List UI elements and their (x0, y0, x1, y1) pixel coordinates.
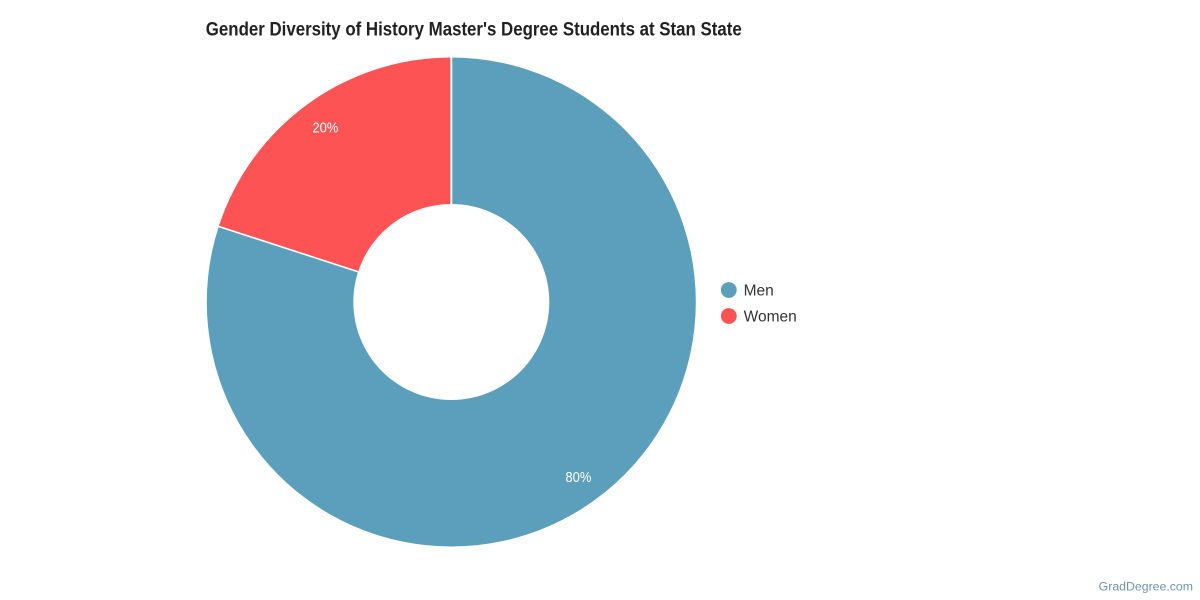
svg-text:20%: 20% (313, 121, 339, 137)
svg-text:GradDegree.com: GradDegree.com (1099, 580, 1193, 594)
svg-text:Men: Men (744, 283, 774, 300)
svg-text:80%: 80% (566, 470, 592, 486)
svg-text:Women: Women (744, 309, 797, 326)
svg-text:Gender Diversity of History Ma: Gender Diversity of History Master's Deg… (206, 18, 742, 40)
